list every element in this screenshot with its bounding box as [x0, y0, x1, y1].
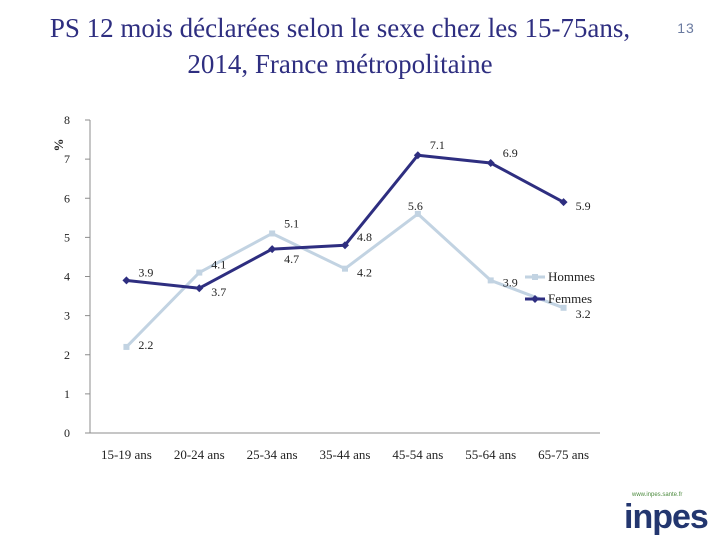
- x-tick-label: 25-34 ans: [247, 447, 298, 462]
- data-label-femmes: 3.9: [138, 265, 153, 279]
- y-tick-label: 6: [64, 191, 70, 205]
- data-point-hommes: [269, 230, 276, 237]
- data-point-femmes: [341, 241, 349, 250]
- x-tick-label: 55-64 ans: [465, 447, 516, 462]
- legend-label-hommes: Hommes: [548, 269, 595, 284]
- y-tick-label: 5: [64, 230, 70, 244]
- slide-title-line1: PS 12 mois déclarées selon le sexe chez …: [49, 13, 631, 43]
- x-tick-label: 35-44 ans: [320, 447, 371, 462]
- y-tick-label: 8: [64, 113, 70, 127]
- series-line-hommes: [125, 212, 565, 348]
- data-point-femmes: [195, 284, 204, 293]
- data-label-femmes: 4.7: [284, 252, 299, 266]
- y-tick-label: 1: [64, 387, 70, 401]
- y-tick-label: 7: [64, 152, 70, 166]
- y-tick-label: 3: [64, 309, 70, 323]
- data-label-femmes: 6.9: [503, 146, 518, 160]
- data-point-hommes: [487, 277, 494, 284]
- inpes-logo: www.inpes.sante.fr inpes: [622, 492, 712, 538]
- y-tick-label: 2: [64, 348, 70, 362]
- data-label-femmes: 5.9: [576, 199, 591, 213]
- legend-label-femmes: Femmes: [548, 291, 592, 306]
- chart-axes: 0 1 2 3 4 5 6 7 8% 15-19 ans 20-24 ans 25-34 ans 35-…: [51, 113, 600, 462]
- data-label-hommes: 3.2: [576, 307, 591, 321]
- y-tick-label: 0: [64, 426, 70, 440]
- data-point-femmes: [413, 151, 422, 160]
- chart-legend: Hommes Femmes: [525, 269, 595, 306]
- data-label-hommes: 5.1: [284, 216, 299, 230]
- x-tick-label: 65-75 ans: [538, 447, 589, 462]
- data-label-hommes: 5.6: [408, 199, 423, 213]
- x-tick-label: 45-54 ans: [392, 447, 443, 462]
- data-label-hommes: 3.9: [503, 275, 518, 289]
- y-tick-label: 4: [64, 270, 70, 284]
- slide-title: PS 12 mois déclarées selon le sexe chez …: [20, 10, 660, 82]
- data-point-hommes: [123, 343, 130, 350]
- data-point-hommes: [560, 304, 567, 311]
- slide-title-line2: 2014, France métropolitaine: [187, 49, 493, 79]
- data-label-hommes: 4.1: [211, 258, 226, 272]
- chart-data-labels: 2.2 4.1 5.1 4.2 5.6 3.9 3.2 3.9 3.7 4.7 4.8 7.1 6.9 5…: [138, 138, 590, 352]
- data-point-femmes: [486, 159, 495, 168]
- data-point-femmes: [268, 245, 277, 254]
- data-point-femmes: [559, 198, 568, 207]
- data-point-hommes: [196, 269, 203, 276]
- data-label-femmes: 7.1: [430, 138, 445, 152]
- logo-url-text: www.inpes.sante.fr: [632, 492, 683, 498]
- y-axis-title: %: [51, 139, 66, 152]
- x-tick-label: 20-24 ans: [174, 447, 225, 462]
- data-label-hommes: 2.2: [138, 338, 153, 352]
- page-number: 13: [677, 20, 695, 36]
- logo-wordmark: inpes: [624, 498, 709, 536]
- data-point-femmes: [122, 276, 131, 285]
- legend-marker-femmes: [531, 295, 539, 303]
- legend-marker-hommes: [532, 274, 538, 280]
- data-label-hommes: 4.2: [357, 266, 372, 280]
- data-label-femmes: 3.7: [211, 285, 226, 299]
- x-tick-label: 15-19 ans: [101, 447, 152, 462]
- data-point-hommes: [414, 210, 421, 217]
- data-label-femmes: 4.8: [357, 230, 372, 244]
- chart-series: [122, 151, 568, 350]
- data-point-hommes: [342, 265, 348, 272]
